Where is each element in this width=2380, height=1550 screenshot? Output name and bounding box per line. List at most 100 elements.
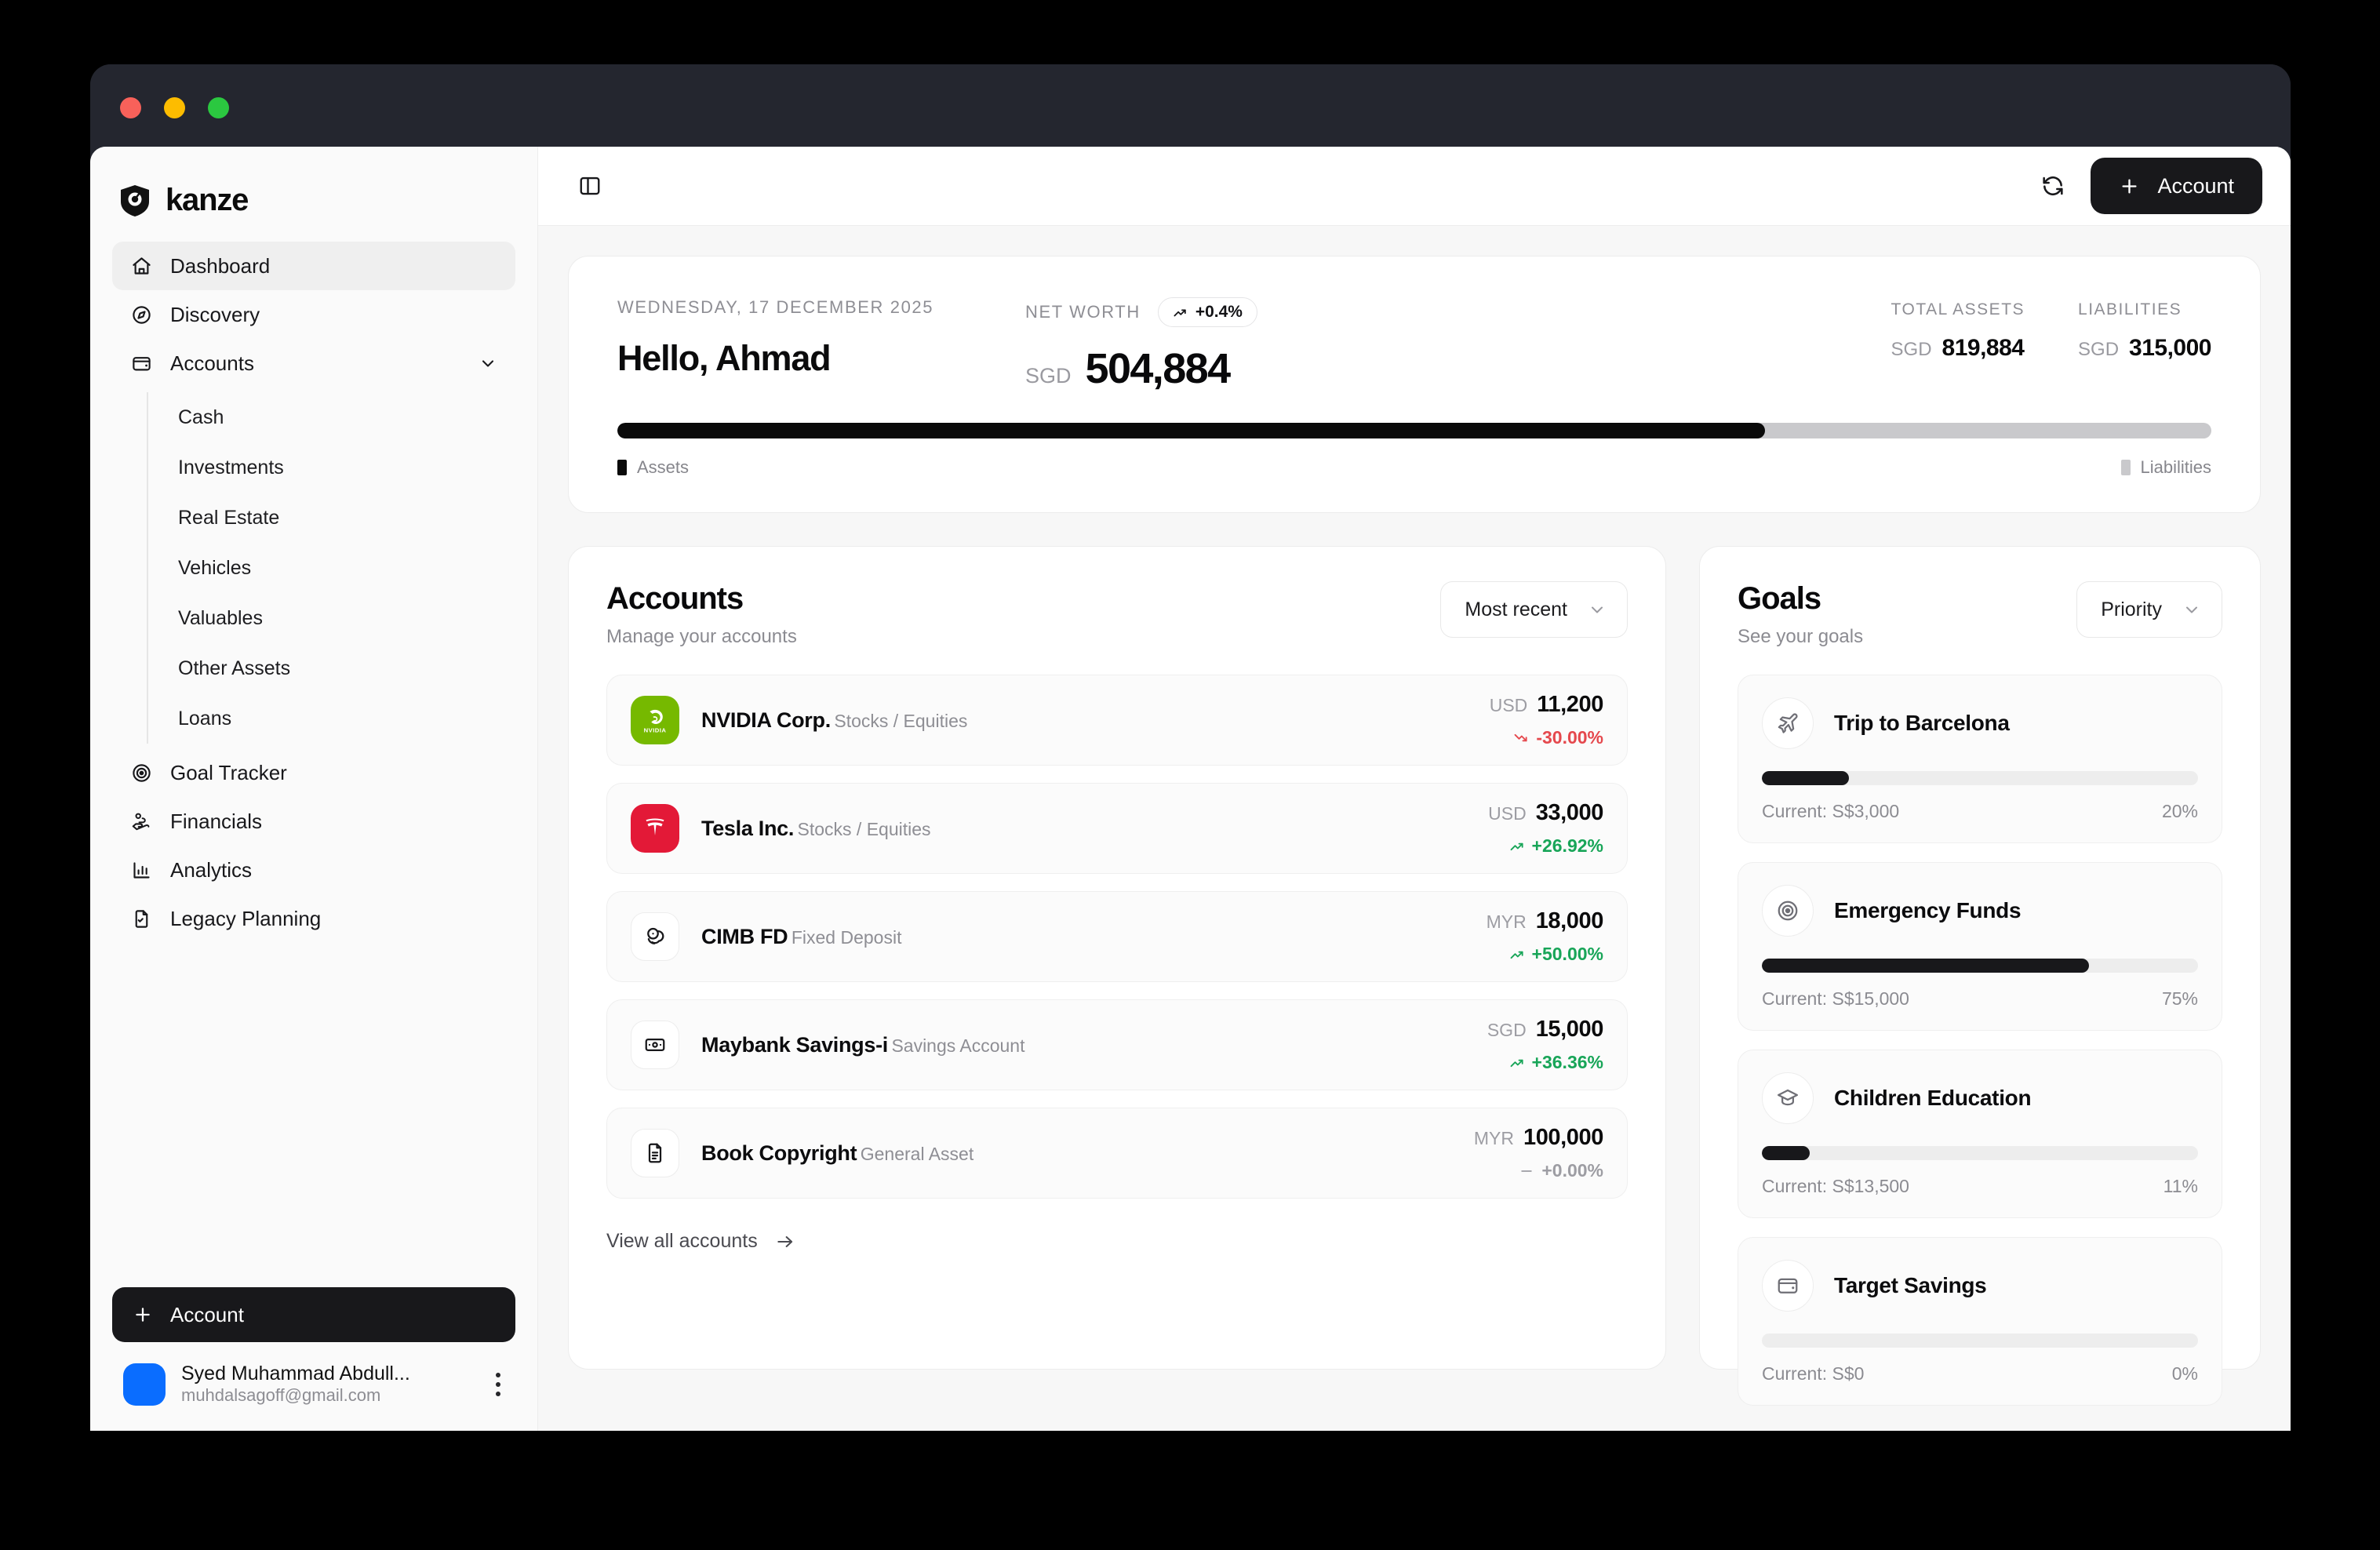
user-profile[interactable]: Syed Muhammad Abdull... muhdalsagoff@gma… [112, 1342, 515, 1414]
account-amount-row: USD 33,000 [1488, 800, 1603, 826]
topbar-add-account-button[interactable]: Account [2091, 158, 2262, 214]
sidebar-item-accounts[interactable]: Accounts [112, 339, 515, 388]
goal-name: Target Savings [1834, 1273, 1987, 1297]
total-assets-currency: SGD [1891, 339, 1932, 360]
assets-swatch [617, 460, 627, 475]
goals-title: Goals [1738, 581, 1821, 616]
liabilities-stat: LIABILITIES SGD 315,000 [2078, 300, 2211, 362]
table-row[interactable]: Book Copyright General Asset MYR 100,000 [606, 1108, 1628, 1199]
account-amount-row: USD 11,200 [1490, 692, 1604, 718]
trending-up-icon [1509, 839, 1525, 854]
sidebar-item-legacy-planning[interactable]: Legacy Planning [112, 894, 515, 943]
goal-header: Children Education [1762, 1072, 2198, 1124]
sidebar-item-financials[interactable]: Financials [112, 797, 515, 846]
list-item[interactable]: Trip to Barcelona Current: S$3,000 20% [1738, 675, 2222, 843]
topbar-add-account-label: Account [2157, 173, 2234, 198]
tesla-logo [631, 804, 679, 853]
sidebar-item-label: Analytics [170, 857, 253, 882]
goal-footer: Current: S$3,000 20% [1762, 801, 2198, 822]
table-row[interactable]: Maybank Savings-i Savings Account SGD 15… [606, 999, 1628, 1090]
accounts-subnav: Cash Investments Real Estate Vehicles Va… [147, 392, 515, 744]
assets-bar-fill [617, 423, 1766, 438]
goals-subtitle: See your goals [1738, 626, 1864, 647]
account-name: Book Copyright [701, 1141, 857, 1165]
legend-assets-label: Assets [637, 457, 690, 477]
table-row[interactable]: NVIDIA NVIDIA Corp. Stocks / Equities [606, 675, 1628, 766]
goals-sort-select[interactable]: Priority [2076, 581, 2222, 638]
sidebar-add-account-label: Account [170, 1302, 244, 1326]
refresh-icon[interactable] [2034, 167, 2072, 205]
account-amount-row: MYR 100,000 [1474, 1125, 1604, 1151]
list-item[interactable]: Emergency Funds Current: S$15,000 75% [1738, 862, 2222, 1031]
goal-current: Current: S$3,000 [1762, 801, 1900, 821]
coins-icon [631, 912, 679, 961]
user-email: muhdalsagoff@gmail.com [181, 1385, 381, 1405]
sidebar-item-discovery[interactable]: Discovery [112, 290, 515, 339]
more-options-icon[interactable] [487, 1372, 509, 1396]
goal-percent: 0% [2171, 1363, 2198, 1384]
net-worth-card: WEDNESDAY, 17 DECEMBER 2025 Hello, Ahmad… [568, 256, 2261, 513]
net-worth-currency: SGD [1025, 364, 1072, 388]
goal-current: Current: S$15,000 [1762, 988, 1909, 1009]
accounts-title: Accounts [606, 581, 744, 616]
greeting-block: WEDNESDAY, 17 DECEMBER 2025 Hello, Ahmad [617, 297, 1025, 379]
graduation-cap-icon [1762, 1072, 1814, 1124]
view-all-accounts-label: View all accounts [606, 1230, 758, 1252]
plane-icon [1762, 697, 1814, 749]
goal-current: Current: S$0 [1762, 1363, 1865, 1384]
net-worth-heading: NET WORTH +0.4% [1025, 297, 1891, 327]
account-type: General Asset [860, 1143, 974, 1164]
bar-chart-icon [129, 858, 153, 882]
sidebar-item-goal-tracker[interactable]: Goal Tracker [112, 748, 515, 797]
goals-titles: Goals See your goals [1738, 581, 1863, 648]
account-amount: 11,200 [1537, 692, 1603, 717]
sidebar-item-analytics[interactable]: Analytics [112, 846, 515, 894]
goal-header: Target Savings [1762, 1260, 2198, 1312]
minimize-button[interactable] [164, 97, 185, 118]
panel-left-icon[interactable] [571, 167, 609, 205]
sidebar-subitem-valuables[interactable]: Valuables [178, 606, 263, 629]
goal-footer: Current: S$0 0% [1762, 1363, 2198, 1384]
list-item[interactable]: Target Savings Current: S$0 0% [1738, 1237, 2222, 1406]
sidebar-subitem-vehicles[interactable]: Vehicles [178, 556, 252, 579]
accounts-sort-select[interactable]: Most recent [1440, 581, 1628, 638]
assets-liabilities-bar [617, 423, 2211, 438]
account-values: USD 33,000 +26.92% [1488, 800, 1603, 857]
account-name: Maybank Savings-i [701, 1032, 888, 1057]
sidebar-subitem-cash[interactable]: Cash [178, 406, 224, 428]
account-texts: NVIDIA Corp. Stocks / Equities [701, 708, 1468, 733]
goal-progress-bar [1762, 1146, 2198, 1160]
sidebar-add-account-button[interactable]: Account [112, 1287, 515, 1342]
sidebar-subitem-loans[interactable]: Loans [178, 707, 232, 730]
wallet-icon [129, 351, 153, 375]
table-row[interactable]: Tesla Inc. Stocks / Equities USD 33,000 [606, 783, 1628, 874]
maximize-button[interactable] [208, 97, 229, 118]
hero-stats: TOTAL ASSETS SGD 819,884 LIABILITIES [1891, 297, 2212, 362]
table-row[interactable]: CIMB FD Fixed Deposit MYR 18,000 [606, 891, 1628, 982]
goal-percent: 11% [2163, 1176, 2198, 1196]
liabilities-amount: 315,000 [2129, 335, 2211, 361]
goal-header: Trip to Barcelona [1762, 697, 2198, 749]
target-icon [1762, 885, 1814, 937]
total-assets-value: SGD 819,884 [1891, 335, 2025, 362]
list-item[interactable]: Children Education Current: S$13,500 11% [1738, 1050, 2222, 1218]
goal-percent: 20% [2161, 801, 2198, 821]
chevron-down-icon[interactable] [478, 353, 498, 373]
accounts-header: Accounts Manage your accounts Most recen… [606, 581, 1628, 648]
goals-header: Goals See your goals Priority [1738, 581, 2222, 648]
view-all-accounts-link[interactable]: View all accounts [606, 1230, 1628, 1253]
plus-icon [133, 1304, 153, 1325]
sidebar-item-dashboard[interactable]: Dashboard [112, 242, 515, 290]
hand-coins-icon [129, 810, 153, 833]
sidebar-subitem-investments[interactable]: Investments [178, 456, 284, 478]
liabilities-currency: SGD [2078, 339, 2120, 360]
arrow-right-icon [775, 1232, 795, 1252]
sidebar-subitem-other-assets[interactable]: Other Assets [178, 657, 291, 679]
window-titlebar [90, 64, 2291, 147]
close-button[interactable] [120, 97, 141, 118]
goal-progress-fill [1762, 771, 1850, 785]
user-name: Syed Muhammad Abdull... [181, 1363, 410, 1384]
brand[interactable]: kanze [90, 147, 537, 242]
account-type: Savings Account [891, 1035, 1025, 1056]
sidebar-subitem-real-estate[interactable]: Real Estate [178, 506, 280, 529]
